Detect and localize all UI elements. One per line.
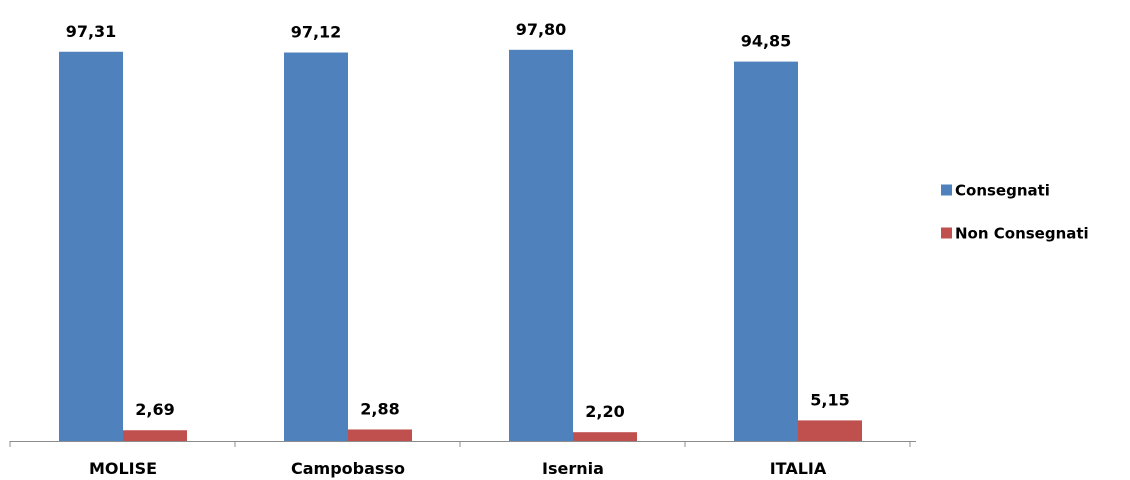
data-label: 2,88	[360, 399, 399, 418]
legend-label: Consegnati	[955, 182, 1050, 200]
bar-consegnati-italia	[734, 61, 798, 441]
data-label: 2,20	[585, 402, 624, 421]
category-labels: MOLISE Campobasso Isernia ITALIA	[89, 459, 827, 478]
bar-non-consegnati-isernia	[573, 432, 637, 441]
legend-swatch	[941, 184, 952, 196]
category-label: Isernia	[542, 459, 604, 478]
data-labels-layer: 97,31 2,69 97,12 2,88 97,80 2,20 94,85 5,15	[66, 20, 850, 421]
legend-swatch	[941, 227, 952, 239]
data-label: 5,15	[810, 390, 849, 409]
bar-non-consegnati-italia	[798, 420, 862, 441]
bar-consegnati-campobasso	[284, 52, 348, 442]
category-label: ITALIA	[770, 459, 827, 478]
data-label: 94,85	[741, 32, 792, 51]
category-label: MOLISE	[89, 459, 157, 478]
bar-consegnati-isernia	[509, 49, 573, 442]
data-label: 2,69	[135, 400, 174, 419]
legend-label: Non Consegnati	[955, 225, 1089, 243]
data-label: 97,80	[516, 20, 567, 39]
bar-non-consegnati-molise	[123, 430, 187, 441]
legend: Consegnati Non Consegnati	[941, 182, 1089, 243]
category-label: Campobasso	[291, 459, 405, 478]
data-label: 97,31	[66, 22, 117, 41]
data-label: 97,12	[291, 23, 342, 42]
bars-layer	[59, 49, 862, 442]
x-axis-ticks	[9, 441, 911, 447]
bar-consegnati-molise	[59, 51, 123, 441]
bar-non-consegnati-campobasso	[348, 429, 412, 441]
